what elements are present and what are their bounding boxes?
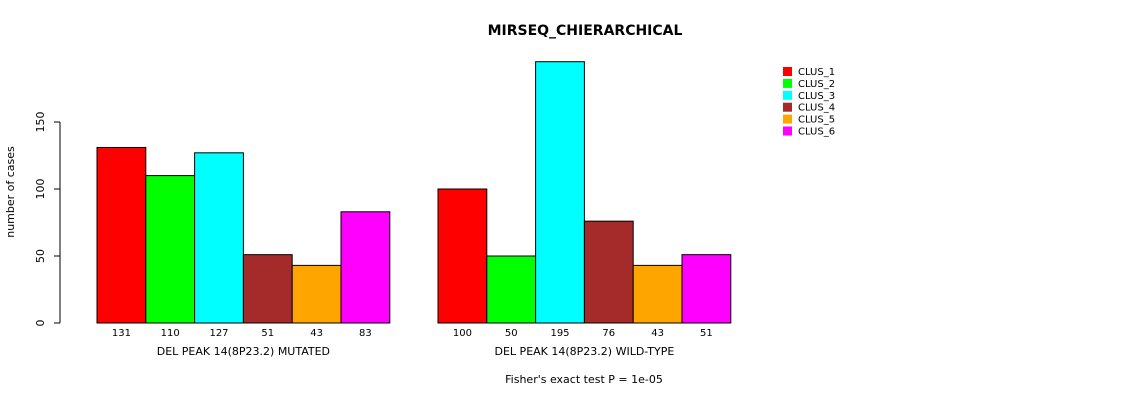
bar [340, 211, 391, 324]
bar [242, 254, 293, 324]
legend-label: CLUS_6 [798, 127, 835, 138]
legend-label: CLUS_1 [798, 67, 835, 78]
y-tick-label: 100 [34, 179, 47, 200]
bar-value-label: 51 [700, 328, 713, 339]
bar [194, 152, 244, 324]
bar-value-label: 100 [453, 328, 472, 339]
bar-value-label: 43 [310, 328, 323, 339]
bar-value-label: 131 [112, 328, 131, 339]
legend-label: CLUS_5 [798, 115, 835, 126]
bar [486, 255, 537, 324]
bar-value-label: 43 [651, 328, 664, 339]
legend-item: CLUS_1 [783, 67, 835, 78]
group-label: DEL PEAK 14(8P23.2) MUTATED [157, 345, 330, 358]
legend-label: CLUS_4 [798, 103, 835, 114]
bar [291, 264, 342, 324]
legend-label: CLUS_3 [798, 91, 835, 102]
bar-value-label: 50 [505, 328, 518, 339]
bar-group: 100 50 195 76 43 51 DEL PEAK 14(8P23.2) WILD-T… [437, 61, 732, 358]
bar [632, 264, 683, 324]
legend-item: CLUS_4 [783, 102, 835, 114]
bar-group: 131 110 127 51 43 83 DEL PEAK 14(8P23.2) MUTAT… [96, 146, 391, 358]
legend-swatch [783, 67, 792, 76]
chart-title: MIRSEQ_CHIERARCHICAL [488, 23, 683, 39]
bar-value-label: 195 [550, 328, 569, 339]
bar [681, 254, 732, 324]
bar-groups: 131 110 127 51 43 83 DEL PEAK 14(8P23.2) MUTAT… [96, 61, 732, 358]
bar [437, 188, 488, 324]
bar [535, 61, 585, 324]
legend-swatch [783, 114, 792, 124]
legend-swatch [783, 90, 792, 100]
bar-value-label: 110 [161, 328, 180, 339]
bar-value-label: 51 [261, 328, 274, 339]
legend-swatch [783, 78, 792, 88]
legend-swatch [783, 102, 792, 112]
legend-label: CLUS_2 [798, 79, 835, 90]
group-label: DEL PEAK 14(8P23.2) WILD-TYPE [495, 345, 675, 358]
legend-item: CLUS_2 [783, 78, 835, 90]
y-tick-label: 150 [34, 112, 47, 133]
y-tick-label: 50 [34, 249, 47, 263]
y-axis-label: number of cases [4, 146, 17, 238]
y-axis: 0 50 100 150 [34, 112, 61, 327]
legend-item: CLUS_5 [783, 114, 835, 126]
legend-swatch [783, 126, 792, 136]
legend-item: CLUS_3 [783, 90, 835, 102]
bar [96, 146, 147, 324]
bar-value-label: 127 [209, 328, 228, 339]
fisher-test-footnote: Fisher's exact test P = 1e-05 [505, 373, 663, 386]
bar-value-label: 83 [359, 328, 372, 339]
bar [583, 220, 634, 324]
y-tick-label: 0 [34, 320, 47, 327]
bar [145, 175, 196, 324]
bar-value-label: 76 [602, 328, 615, 339]
legend-item: CLUS_6 [783, 126, 835, 138]
